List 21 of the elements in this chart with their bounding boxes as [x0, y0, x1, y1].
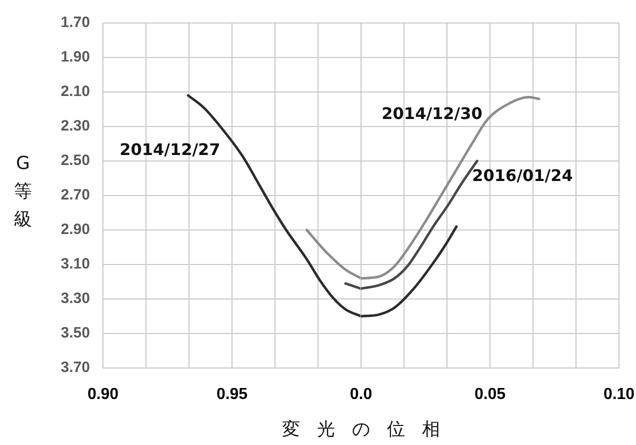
- y-tick-label: 2.50: [60, 152, 90, 170]
- series-label: 2014/12/30: [382, 104, 482, 123]
- y-tick-label: 2.10: [60, 83, 90, 100]
- x-tick-label: 0.90: [87, 386, 119, 404]
- y-tick-label: 2.30: [60, 118, 90, 135]
- x-tick-label: 0.05: [474, 386, 506, 404]
- y-tick-label: 2.90: [60, 221, 90, 238]
- y-tick-label: 1.90: [60, 48, 90, 66]
- y-tick-label: 2.70: [60, 186, 90, 204]
- series-label: 2014/12/27: [120, 140, 220, 159]
- x-axis-title: 変光の位相: [281, 418, 458, 442]
- y-axis-title: G等級: [13, 152, 33, 232]
- x-tick-label: 0.10: [603, 386, 635, 404]
- y-tick-label: 1.70: [60, 14, 90, 32]
- y-tick-label: 3.30: [60, 290, 90, 308]
- series-label: 2016/01/24: [472, 166, 573, 186]
- x-tick-label: 0.0: [350, 386, 372, 404]
- y-tick-label: 3.70: [60, 359, 90, 376]
- x-tick-label: 0.95: [216, 386, 248, 404]
- y-tick-label: 3.10: [60, 256, 90, 273]
- y-tick-label: 3.50: [60, 324, 90, 342]
